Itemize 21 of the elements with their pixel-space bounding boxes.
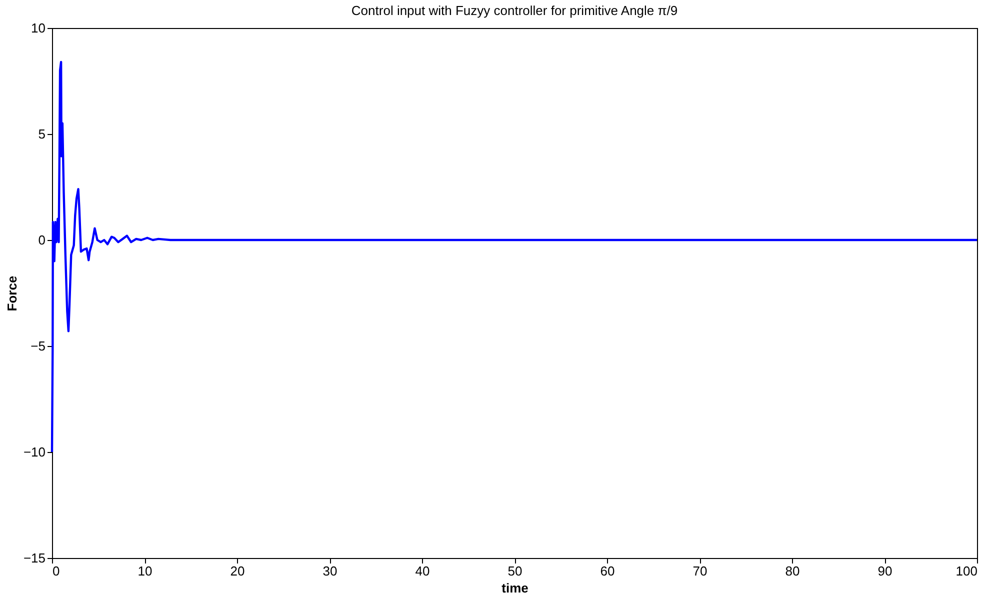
x-tick-label: 10 xyxy=(138,564,152,578)
x-tick-label: 40 xyxy=(415,564,430,578)
x-tick-label: 70 xyxy=(692,564,708,578)
y-axis-title: Force xyxy=(4,276,20,312)
y-tick-label: −10 xyxy=(23,444,46,460)
x-tick-label: 50 xyxy=(508,564,522,578)
y-tick-label: 10 xyxy=(31,20,46,36)
x-tick-label: 80 xyxy=(785,564,800,578)
x-tick-label: 0 xyxy=(52,564,60,578)
y-tick-label: 0 xyxy=(38,232,46,248)
y-tick-label: 5 xyxy=(38,126,46,142)
x-tick-label: 20 xyxy=(230,564,245,578)
line-series xyxy=(50,60,978,454)
y-tick-label: −5 xyxy=(30,338,46,354)
x-tick-label: 90 xyxy=(878,564,892,578)
x-tick-label: 60 xyxy=(600,564,615,578)
x-tick-label: 100 xyxy=(956,564,978,578)
y-tick-label: −15 xyxy=(23,550,46,566)
x-axis-title: time xyxy=(502,580,528,596)
chart-title: Control input with Fuzyy controller for primitive Angle π/9 xyxy=(351,3,678,18)
x-tick-label: 30 xyxy=(322,564,338,578)
